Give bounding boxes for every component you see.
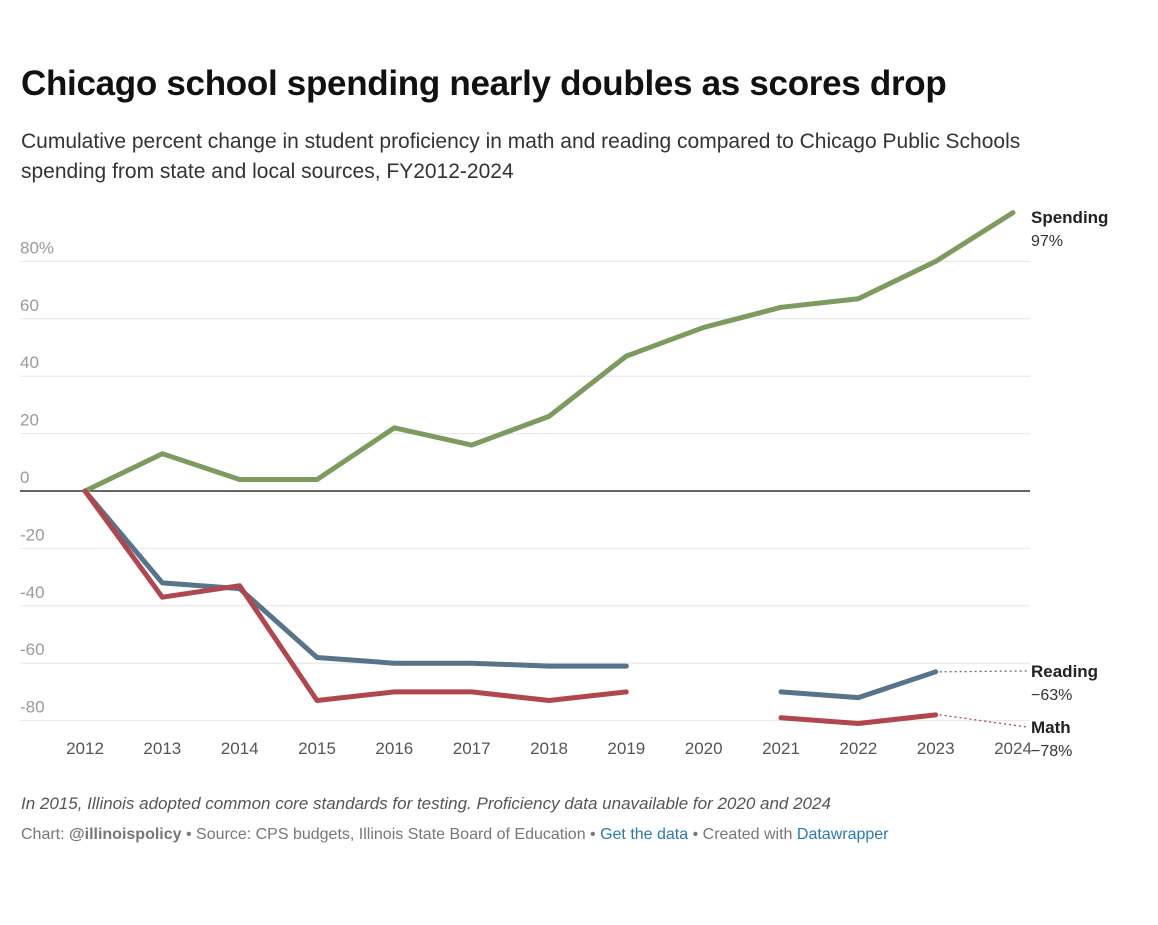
x-tick-label: 2021 [762,739,800,758]
x-tick-label: 2018 [530,739,568,758]
chart-subtitle: Cumulative percent change in student pro… [21,130,1021,183]
reading-leader-line [939,670,1028,673]
datawrapper-link[interactable]: Datawrapper [796,826,889,843]
x-tick-label: 2013 [143,739,181,758]
x-tick-label: 2022 [839,739,877,758]
x-tick-label: 2019 [607,739,645,758]
math-line [82,488,629,704]
reading-series-label: Reading [1031,662,1098,681]
x-tick-label: 2023 [917,739,955,758]
credits-author: @illinoispolicy [69,826,182,843]
grid-lines [20,260,1030,722]
y-tick-label: 20 [20,411,39,430]
x-tick-label: 2012 [66,739,104,758]
series-end-labels: Spending 97% Reading −63% Math −78% [939,208,1108,760]
x-tick-label: 2014 [221,739,259,758]
x-tick-label: 2015 [298,739,336,758]
y-tick-label: -40 [20,583,45,602]
y-axis-ticks: 80% 60 40 20 0 -20 -40 -60 -80 [20,238,54,716]
spending-line [82,210,1016,494]
x-tick-label: 2024 [994,739,1032,758]
spending-end-value: 97% [1031,233,1063,250]
credits-created-with: • Created with [688,826,797,843]
y-tick-label: -80 [20,698,45,717]
math-line [778,712,939,726]
y-tick-label: 80% [20,238,54,257]
reading-line [82,488,629,669]
x-tick-label: 2020 [685,739,723,758]
chart-note: In 2015, Illinois adopted common core st… [21,794,831,813]
credits-prefix: Chart: [21,826,70,843]
chart-title: Chicago school spending nearly doubles a… [21,64,947,103]
reading-end-value: −63% [1031,687,1072,704]
math-series-label: Math [1031,718,1071,737]
x-axis-ticks: 2012 2013 2014 2015 2016 2017 2018 2019 2020 2021… [66,739,1032,758]
get-the-data-link[interactable]: Get the data [600,826,689,843]
math-end-value: −78% [1031,743,1072,760]
chart-credits: Chart: @illinoispolicy • Source: CPS bud… [21,826,889,844]
x-tick-label: 2017 [453,739,491,758]
x-tick-label: 2016 [375,739,413,758]
y-tick-label: -20 [20,525,45,544]
reading-line [778,669,939,701]
spending-series-label: Spending [1031,208,1108,227]
y-tick-label: 40 [20,353,39,372]
y-tick-label: 0 [20,468,29,487]
credits-source: • Source: CPS budgets, Illinois State Bo… [181,826,601,843]
series-lines [82,210,1016,726]
y-tick-label: -60 [20,640,45,659]
y-tick-label: 60 [20,296,39,315]
